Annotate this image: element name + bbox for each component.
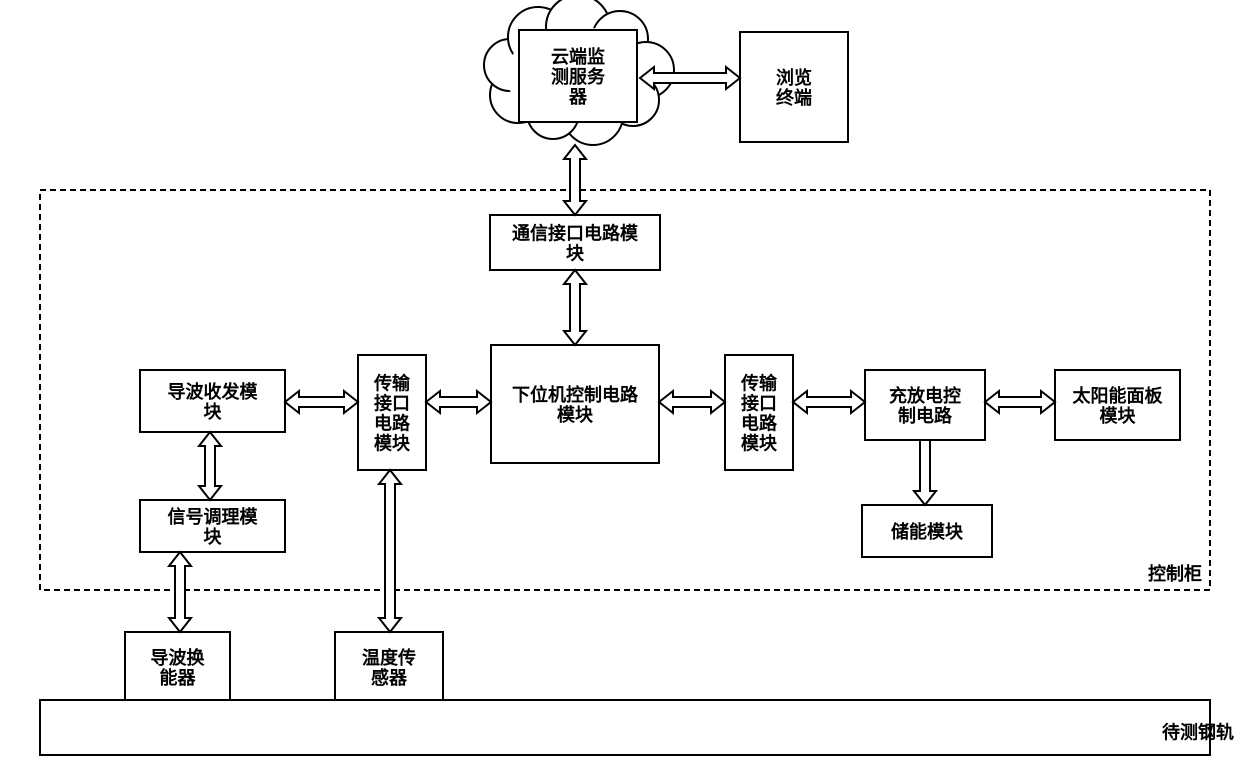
svg-text:终端: 终端	[776, 87, 812, 108]
svg-text:待测钢轨: 待测钢轨	[1162, 721, 1234, 742]
svg-text:块: 块	[204, 527, 223, 547]
tx_if_right-label: 传输接口电路模块	[740, 372, 778, 453]
svg-text:温度传: 温度传	[362, 647, 416, 668]
svg-text:传输: 传输	[373, 372, 411, 393]
tx_if_left-label: 传输接口电路模块	[373, 372, 411, 453]
browser-label: 浏览终端	[776, 67, 812, 108]
arrow	[169, 552, 191, 632]
rail-label: 待测钢轨	[1162, 721, 1234, 742]
svg-text:接口: 接口	[374, 392, 410, 413]
svg-text:块: 块	[204, 402, 223, 422]
arrow	[379, 470, 401, 632]
svg-text:模块: 模块	[1100, 405, 1137, 426]
arrow	[426, 391, 491, 413]
svg-text:充放电控: 充放电控	[889, 385, 961, 406]
svg-text:信号调理模: 信号调理模	[168, 506, 259, 527]
svg-text:通信接口电路模: 通信接口电路模	[512, 222, 639, 243]
arrow	[199, 432, 221, 500]
svg-text:电路: 电路	[741, 412, 778, 433]
charge_ctrl-label: 充放电控制电路	[889, 385, 961, 426]
svg-text:下位机控制电路: 下位机控制电路	[512, 384, 639, 405]
arrow	[564, 270, 586, 345]
svg-text:太阳能面板: 太阳能面板	[1073, 385, 1164, 406]
control-cabinet-label: 控制柜	[1148, 563, 1202, 584]
arrow	[640, 67, 740, 89]
svg-text:模块: 模块	[741, 432, 778, 453]
svg-text:能器: 能器	[160, 667, 197, 688]
svg-text:感器: 感器	[371, 667, 408, 688]
svg-text:制电路: 制电路	[898, 405, 953, 426]
svg-text:器: 器	[568, 87, 588, 107]
rail-box	[40, 700, 1210, 755]
svg-text:储能模块: 储能模块	[890, 521, 964, 542]
arrow	[985, 391, 1055, 413]
arrow	[285, 391, 358, 413]
svg-text:块: 块	[566, 243, 585, 263]
arrow	[793, 391, 865, 413]
svg-text:模块: 模块	[374, 432, 411, 453]
svg-text:导波收发模: 导波收发模	[168, 381, 259, 402]
svg-text:导波换: 导波换	[151, 647, 206, 668]
svg-text:传输: 传输	[740, 372, 778, 393]
svg-text:电路: 电路	[374, 412, 411, 433]
storage-label: 储能模块	[890, 521, 964, 542]
svg-text:模块: 模块	[557, 404, 594, 425]
arrow	[914, 440, 936, 505]
svg-text:云端监: 云端监	[551, 46, 605, 67]
arrow	[564, 145, 586, 215]
svg-text:接口: 接口	[741, 392, 777, 413]
svg-text:测服务: 测服务	[551, 66, 606, 87]
arrow	[659, 391, 725, 413]
svg-text:浏览: 浏览	[776, 67, 812, 88]
